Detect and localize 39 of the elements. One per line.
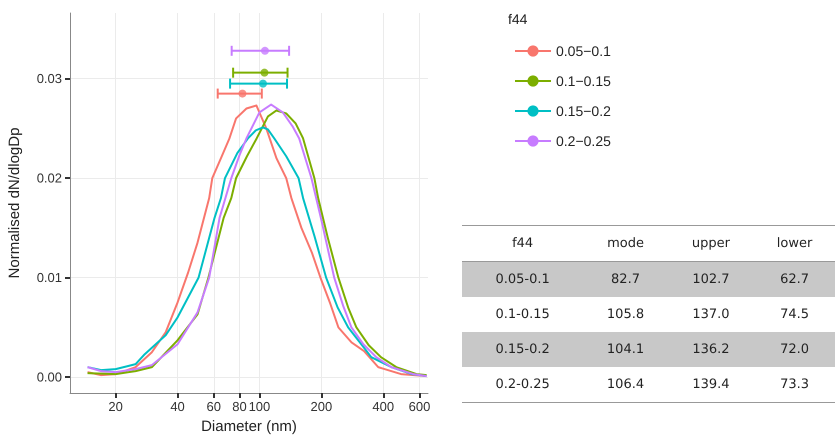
data-label: 106.4 <box>606 376 646 394</box>
x-tick-label: 600 <box>408 399 430 414</box>
series-label: mode <box>606 235 645 253</box>
x-tick-label: 20 <box>108 399 123 414</box>
x-tick-label: 40 <box>170 399 185 414</box>
x-tick-label: 60 <box>206 399 222 414</box>
data-label: 82.7 <box>583 262 668 297</box>
legend-label: 0.1−0.15 <box>556 73 612 89</box>
y-tick-label: 0.01 <box>36 270 62 286</box>
data-label: 104.1 <box>583 332 668 367</box>
category-label: 0.1-0.15 <box>494 306 551 324</box>
y-tick-label: 0.02 <box>36 170 62 186</box>
legend-label: 0.15−0.2 <box>556 103 612 119</box>
series-label: upper <box>690 235 731 253</box>
legend-label: 0.05−0.1 <box>556 43 612 59</box>
x-tick-label: 80 <box>232 399 247 414</box>
x-tick-label: 400 <box>372 399 394 414</box>
data-label: 74.5 <box>779 306 810 324</box>
category-label: 0.05-0.1 <box>462 262 584 297</box>
data-label: 102.7 <box>668 262 754 297</box>
y-tick-label: 0.03 <box>36 71 62 86</box>
data-label: 62.7 <box>754 262 835 297</box>
data-label: 72.0 <box>754 332 835 367</box>
data-label: 136.2 <box>668 332 754 367</box>
y-axis-title: Normalised dN/dlogDp <box>6 128 23 278</box>
series-label: lower <box>776 235 814 253</box>
x-tick-label: 200 <box>310 399 332 414</box>
data-label: 73.3 <box>779 376 810 394</box>
legend-label: 0.2−0.25 <box>556 133 612 149</box>
y-tick-label: 0.00 <box>36 370 62 385</box>
legend-title: f44 <box>508 11 528 27</box>
data-label: 137.0 <box>691 306 731 324</box>
category-label: 0.15-0.2 <box>462 332 584 367</box>
data-label: 139.4 <box>691 376 731 394</box>
x-tick-label: 100 <box>248 399 270 414</box>
x-axis-title: Diameter (nm) <box>201 418 297 435</box>
data-label: 105.8 <box>606 306 646 324</box>
text: f44 <box>511 235 534 253</box>
category-label: 0.2-0.25 <box>494 376 551 394</box>
